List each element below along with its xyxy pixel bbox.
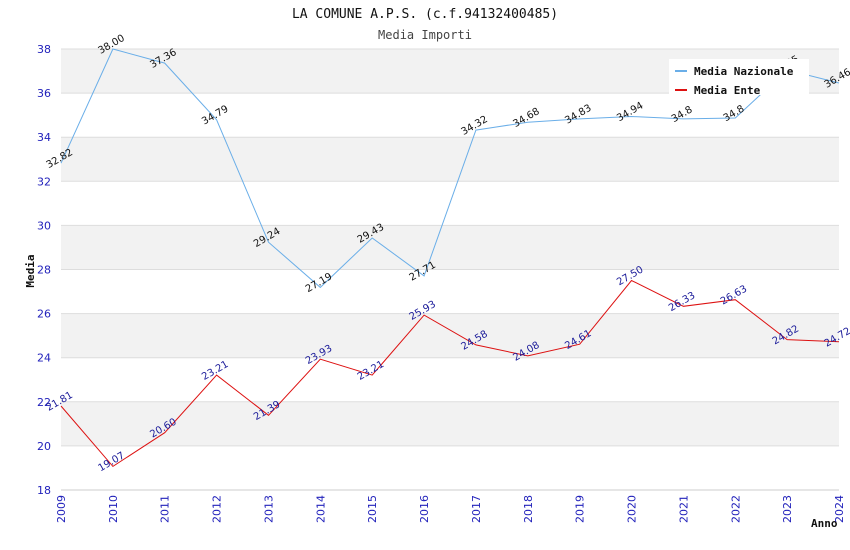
series-line-media-ente [60,279,840,468]
x-tick-label: 2017 [470,495,483,523]
y-tick-label: 32 [37,175,51,188]
legend: Media Nazionale Media Ente [669,59,809,97]
x-tick-label: 2009 [55,495,68,523]
chart-subtitle: Media Importi [378,28,472,42]
x-axis-ticks: 2009 2010 2011 2012 2013 2014 2015 2016 2017 2018… [55,495,846,523]
y-tick-label: 30 [37,219,51,232]
background-band [61,401,839,446]
background-band [61,93,839,138]
y-tick-label: 20 [37,440,51,453]
background-band [61,137,839,182]
series-lines [60,48,840,468]
y-tick-label: 38 [37,43,51,56]
x-tick-label: 2016 [418,495,431,523]
y-tick-label: 24 [37,352,51,365]
gridlines [61,48,839,491]
x-tick-label: 2022 [729,495,742,523]
x-tick-label: 2021 [677,495,690,523]
x-tick-label: 2015 [366,495,379,523]
y-axis-ticks: 18 20 22 24 26 28 30 32 34 36 38 [37,43,51,497]
chart-title: LA COMUNE A.P.S. (c.f.94132400485) [292,7,558,22]
y-tick-label: 36 [37,87,51,100]
x-tick-label: 2023 [781,495,794,523]
background-band [61,445,839,490]
legend-label: Media Ente [694,84,761,97]
y-tick-label: 18 [37,484,51,497]
legend-label: Media Nazionale [694,65,794,78]
y-tick-label: 34 [37,131,51,144]
legend-box [669,59,809,95]
x-tick-label: 2020 [626,495,639,523]
y-axis-label: Media [24,254,37,287]
y-tick-label: 26 [37,308,51,321]
background-band [61,225,839,270]
background-band [61,269,839,314]
x-tick-label: 2014 [314,495,327,523]
x-axis-label: Anno [811,517,838,530]
background-band [61,357,839,402]
series-line-media-nazionale [60,48,840,289]
x-tick-label: 2024 [833,495,846,523]
background-band [61,313,839,358]
plot-background [61,49,839,490]
x-tick-label: 2013 [262,495,275,523]
x-tick-label: 2018 [522,495,535,523]
x-tick-label: 2012 [211,495,224,523]
x-tick-label: 2011 [159,495,172,523]
y-tick-label: 22 [37,396,51,409]
y-tick-label: 28 [37,264,51,277]
x-tick-label: 2019 [574,495,587,523]
x-tick-label: 2010 [107,495,120,523]
